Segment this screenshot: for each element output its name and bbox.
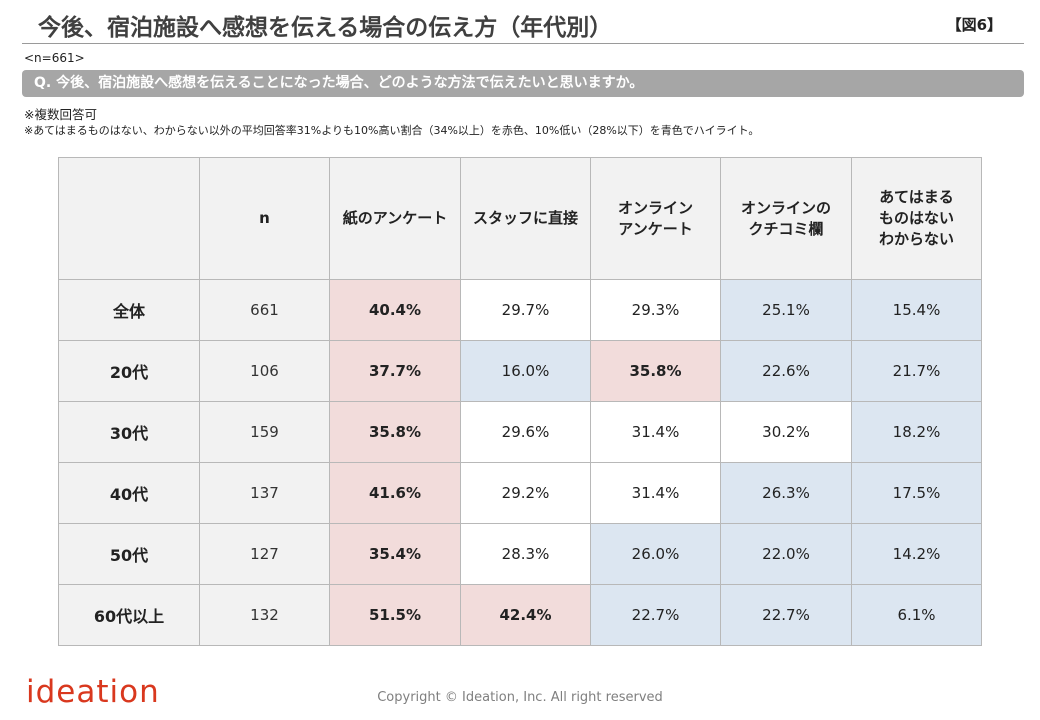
sample-count-cell: 159 <box>199 401 330 463</box>
page-title: 今後、宿泊施設へ感想を伝える場合の伝え方（年代別） <box>38 15 613 41</box>
value-cell: 51.5% <box>329 584 461 646</box>
value-cell: 14.2% <box>851 523 982 585</box>
table-row: 50代 127 35.4% 28.3% 26.0% 22.0% 14.2% <box>58 523 982 585</box>
value-cell: 35.4% <box>329 523 461 585</box>
table-row: 全体 661 40.4% 29.7% 29.3% 25.1% 15.4% <box>58 279 982 341</box>
sample-count-cell: 106 <box>199 340 330 402</box>
table-header-row: n 紙のアンケート スタッフに直接 オンライン アンケート オンラインの クチコ… <box>58 157 982 280</box>
note-highlight-rule: ※あてはまるものはない、わからない以外の平均回答率31%よりも10%高い割合（3… <box>24 124 760 137</box>
value-cell: 22.6% <box>720 340 852 402</box>
row-label: 50代 <box>58 523 200 585</box>
value-cell: 35.8% <box>329 401 461 463</box>
value-cell: 40.4% <box>329 279 461 341</box>
copyright-text: Copyright © Ideation, Inc. All right res… <box>377 690 663 705</box>
table-row: 40代 137 41.6% 29.2% 31.4% 26.3% 17.5% <box>58 462 982 524</box>
ideation-logo: ideation <box>26 674 160 710</box>
value-cell: 18.2% <box>851 401 982 463</box>
table-row: 30代 159 35.8% 29.6% 31.4% 30.2% 18.2% <box>58 401 982 463</box>
value-cell: 22.7% <box>720 584 852 646</box>
row-label: 全体 <box>58 279 200 341</box>
value-cell: 22.7% <box>590 584 721 646</box>
value-cell: 28.3% <box>460 523 591 585</box>
value-cell: 31.4% <box>590 401 721 463</box>
figure-label: 【図6】 <box>946 16 1002 34</box>
table-row: 20代 106 37.7% 16.0% 35.8% 22.6% 21.7% <box>58 340 982 402</box>
sample-count-cell: 137 <box>199 462 330 524</box>
value-cell: 41.6% <box>329 462 461 524</box>
value-cell: 29.2% <box>460 462 591 524</box>
value-cell: 26.3% <box>720 462 852 524</box>
column-header: オンライン アンケート <box>590 157 721 280</box>
question-banner: Q. 今後、宿泊施設へ感想を伝えることになった場合、どのような方法で伝えたいと思… <box>22 70 1024 97</box>
column-header: n <box>199 157 330 280</box>
column-header: 紙のアンケート <box>329 157 461 280</box>
column-header: オンラインの クチコミ欄 <box>720 157 852 280</box>
title-divider <box>22 43 1024 44</box>
value-cell: 29.7% <box>460 279 591 341</box>
row-label: 60代以上 <box>58 584 200 646</box>
sample-count-cell: 132 <box>199 584 330 646</box>
column-header: あてはまる ものはない わからない <box>851 157 982 280</box>
value-cell: 37.7% <box>329 340 461 402</box>
row-label: 20代 <box>58 340 200 402</box>
value-cell: 22.0% <box>720 523 852 585</box>
value-cell: 17.5% <box>851 462 982 524</box>
value-cell: 26.0% <box>590 523 721 585</box>
table-row: 60代以上 132 51.5% 42.4% 22.7% 22.7% 6.1% <box>58 584 982 646</box>
value-cell: 42.4% <box>460 584 591 646</box>
row-label: 40代 <box>58 462 200 524</box>
row-label: 30代 <box>58 401 200 463</box>
value-cell: 29.6% <box>460 401 591 463</box>
sample-size: <n=661> <box>24 51 85 65</box>
results-table: n 紙のアンケート スタッフに直接 オンライン アンケート オンラインの クチコ… <box>58 157 982 646</box>
sample-count-cell: 661 <box>199 279 330 341</box>
column-header: スタッフに直接 <box>460 157 591 280</box>
sample-count-cell: 127 <box>199 523 330 585</box>
value-cell: 29.3% <box>590 279 721 341</box>
value-cell: 25.1% <box>720 279 852 341</box>
header-corner <box>58 157 200 280</box>
value-cell: 35.8% <box>590 340 721 402</box>
note-multiple-answers: ※複数回答可 <box>24 107 97 122</box>
value-cell: 15.4% <box>851 279 982 341</box>
value-cell: 16.0% <box>460 340 591 402</box>
value-cell: 21.7% <box>851 340 982 402</box>
value-cell: 6.1% <box>851 584 982 646</box>
value-cell: 31.4% <box>590 462 721 524</box>
value-cell: 30.2% <box>720 401 852 463</box>
